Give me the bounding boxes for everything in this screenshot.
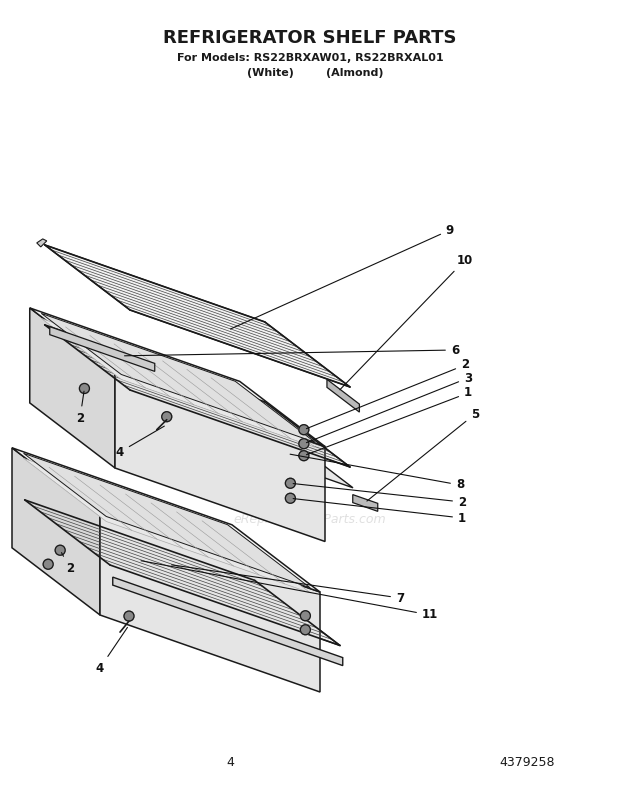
- Polygon shape: [42, 319, 315, 447]
- Polygon shape: [327, 379, 360, 412]
- Polygon shape: [100, 515, 320, 692]
- Text: 2: 2: [293, 483, 466, 508]
- Polygon shape: [45, 245, 350, 387]
- Polygon shape: [42, 313, 315, 442]
- Polygon shape: [30, 308, 115, 468]
- Text: 1: 1: [306, 386, 472, 455]
- Text: 3: 3: [306, 371, 472, 442]
- Circle shape: [43, 560, 53, 569]
- Polygon shape: [37, 239, 46, 247]
- Polygon shape: [50, 327, 155, 371]
- Circle shape: [79, 383, 89, 394]
- Polygon shape: [30, 308, 325, 446]
- Circle shape: [162, 412, 172, 422]
- Text: 1: 1: [293, 499, 466, 524]
- Circle shape: [299, 451, 309, 460]
- Text: 4: 4: [96, 627, 128, 674]
- Text: For Models: RS22BRXAW01, RS22BRXAL01: For Models: RS22BRXAW01, RS22BRXAL01: [177, 53, 443, 63]
- Text: 10: 10: [340, 253, 473, 390]
- Text: 2: 2: [306, 359, 469, 429]
- Circle shape: [285, 478, 295, 488]
- Text: 7: 7: [172, 565, 404, 604]
- Text: REFRIGERATOR SHELF PARTS: REFRIGERATOR SHELF PARTS: [163, 29, 457, 47]
- Polygon shape: [113, 577, 343, 666]
- Text: 5: 5: [367, 408, 479, 501]
- Polygon shape: [45, 325, 350, 467]
- Circle shape: [299, 438, 309, 449]
- Text: 6: 6: [125, 343, 459, 357]
- Polygon shape: [37, 341, 353, 488]
- Polygon shape: [12, 448, 100, 615]
- Text: (Almond): (Almond): [326, 68, 384, 78]
- Circle shape: [300, 611, 311, 621]
- Circle shape: [285, 493, 295, 503]
- Text: 4: 4: [226, 756, 234, 768]
- Polygon shape: [12, 448, 320, 592]
- Polygon shape: [24, 458, 310, 593]
- Polygon shape: [353, 494, 378, 512]
- Text: 2: 2: [61, 552, 74, 575]
- Circle shape: [300, 625, 311, 635]
- Text: (White): (White): [247, 68, 293, 78]
- Circle shape: [299, 425, 309, 434]
- Text: 4379258: 4379258: [499, 756, 555, 768]
- Text: 11: 11: [141, 561, 438, 622]
- Polygon shape: [25, 500, 340, 645]
- Text: 9: 9: [231, 224, 454, 329]
- Text: 2: 2: [76, 391, 84, 424]
- Text: 8: 8: [290, 454, 464, 492]
- Text: 4: 4: [116, 426, 164, 459]
- Polygon shape: [24, 453, 310, 588]
- Circle shape: [124, 611, 134, 621]
- Polygon shape: [115, 373, 325, 541]
- Circle shape: [55, 545, 65, 555]
- Text: eReplacementParts.com: eReplacementParts.com: [234, 513, 386, 527]
